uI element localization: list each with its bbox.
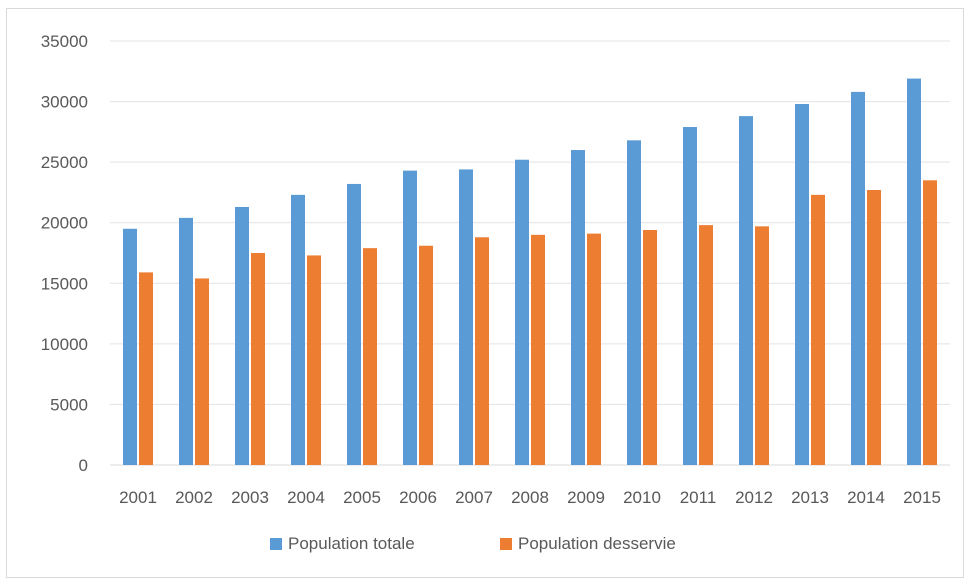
x-tick-label: 2002 xyxy=(175,488,213,507)
bar-population-totale-2009 xyxy=(571,150,585,465)
y-tick-label: 30000 xyxy=(41,93,88,112)
x-tick-label: 2007 xyxy=(455,488,493,507)
x-tick-label: 2003 xyxy=(231,488,269,507)
bars xyxy=(123,78,937,466)
bar-population-totale-2007 xyxy=(459,169,473,465)
y-tick-label: 25000 xyxy=(41,153,88,172)
bar-population-totale-2010 xyxy=(627,140,641,465)
x-tick-label: 2011 xyxy=(680,488,717,507)
legend-swatch-population-totale xyxy=(270,538,282,550)
bar-population-totale-2015 xyxy=(907,78,921,465)
y-tick-label: 15000 xyxy=(41,274,88,293)
bar-population-totale-2011 xyxy=(683,127,697,466)
bar-population-totale-2008 xyxy=(515,159,529,465)
bar-population-desservie-2015 xyxy=(923,180,937,466)
x-tick-label: 2005 xyxy=(343,488,381,507)
bar-population-desservie-2011 xyxy=(699,225,713,465)
y-tick-label: 5000 xyxy=(50,395,88,414)
bar-population-desservie-2009 xyxy=(587,233,601,465)
bar-population-desservie-2006 xyxy=(419,245,433,465)
x-tick-label: 2013 xyxy=(791,488,829,507)
x-tick-label: 2001 xyxy=(119,488,157,507)
bar-population-totale-2014 xyxy=(851,91,865,465)
y-tick-label: 10000 xyxy=(41,335,88,354)
bar-population-desservie-2002 xyxy=(195,278,209,465)
legend-label-population-totale: Population totale xyxy=(288,534,415,553)
y-tick-label: 35000 xyxy=(41,32,88,51)
bar-population-desservie-2003 xyxy=(251,253,265,465)
bar-population-totale-2002 xyxy=(179,217,193,465)
x-tick-label: 2004 xyxy=(287,488,325,507)
y-tick-label: 20000 xyxy=(41,214,88,233)
bar-population-totale-2013 xyxy=(795,103,809,465)
legend: Population totale Population desservie xyxy=(270,534,676,553)
bar-population-totale-2001 xyxy=(123,228,137,465)
bar-population-desservie-2013 xyxy=(811,194,825,465)
x-tick-label: 2012 xyxy=(735,488,773,507)
x-tick-label: 2014 xyxy=(847,488,885,507)
x-tick-label: 2008 xyxy=(511,488,549,507)
bar-population-totale-2004 xyxy=(291,194,305,465)
bar-population-desservie-2004 xyxy=(307,255,321,465)
bar-population-desservie-2001 xyxy=(139,272,153,465)
y-tick-label: 0 xyxy=(79,456,88,475)
y-axis-tick-labels: 0 5000 10000 15000 20000 25000 30000 35000 xyxy=(41,32,88,475)
x-tick-label: 2015 xyxy=(903,488,941,507)
legend-label-population-desservie: Population desservie xyxy=(518,534,676,553)
x-tick-label: 2009 xyxy=(567,488,605,507)
gridlines xyxy=(110,40,950,466)
bar-population-desservie-2012 xyxy=(755,226,769,465)
bar-population-totale-2003 xyxy=(235,206,249,466)
x-axis-tick-labels: 2001 2002 2003 2004 2005 2006 2007 2008 2009 2010… xyxy=(119,488,941,507)
bar-population-desservie-2014 xyxy=(867,190,881,465)
bar-population-desservie-2010 xyxy=(643,229,657,465)
bar-population-desservie-2005 xyxy=(363,248,377,465)
x-tick-label: 2010 xyxy=(623,488,661,507)
bar-population-totale-2012 xyxy=(739,116,753,465)
bar-population-totale-2005 xyxy=(347,183,361,465)
bar-population-totale-2006 xyxy=(403,170,417,465)
legend-swatch-population-desservie xyxy=(500,538,512,550)
x-tick-label: 2006 xyxy=(399,488,437,507)
bar-population-desservie-2007 xyxy=(475,237,489,465)
bar-population-desservie-2008 xyxy=(531,234,545,465)
